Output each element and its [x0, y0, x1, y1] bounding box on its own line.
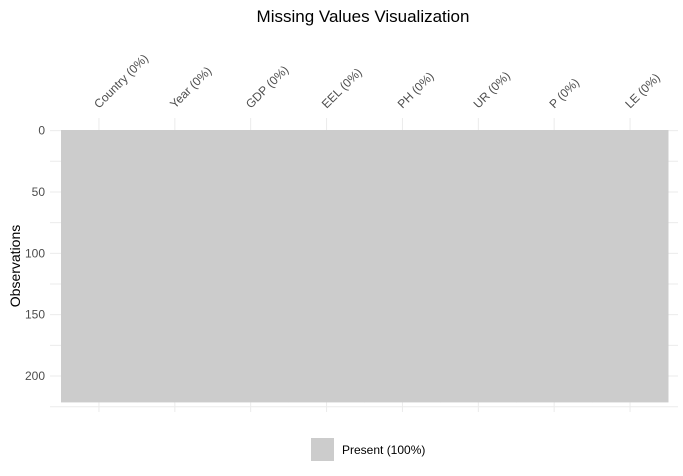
- column-label: LE (0%): [622, 71, 663, 112]
- column-label: UR (0%): [471, 69, 513, 111]
- present-cell: [136, 130, 214, 403]
- y-tick-label: 200: [25, 369, 45, 383]
- legend-swatch: [311, 438, 334, 461]
- chart-title: Missing Values Visualization: [257, 7, 470, 26]
- column-label: PH (0%): [395, 69, 437, 111]
- data-cells: [61, 130, 669, 403]
- y-axis-title: Observations: [7, 225, 23, 307]
- present-cell: [440, 130, 517, 403]
- present-cell: [212, 130, 290, 403]
- y-tick-label: 50: [32, 185, 46, 199]
- column-label: P (0%): [546, 75, 582, 111]
- present-cell: [516, 130, 593, 403]
- y-tick-label: 0: [38, 124, 45, 138]
- column-label: EEL (0%): [319, 65, 365, 111]
- column-label: Year (0%): [167, 64, 214, 111]
- present-cell: [364, 130, 441, 403]
- column-label: GDP (0%): [243, 63, 291, 111]
- y-tick-label: 100: [25, 246, 45, 260]
- present-cell: [61, 130, 138, 403]
- y-tick-labels: 0 50 100 150 200: [25, 124, 45, 383]
- column-label: Country (0%): [91, 51, 151, 111]
- y-tick-label: 150: [25, 308, 45, 322]
- present-cell: [288, 130, 365, 403]
- legend: Present (100%): [311, 438, 425, 461]
- column-labels: Country (0%) Year (0%) GDP (0%) EEL (0%) PH …: [91, 51, 663, 111]
- present-cell: [592, 130, 669, 403]
- legend-label: Present (100%): [342, 443, 425, 457]
